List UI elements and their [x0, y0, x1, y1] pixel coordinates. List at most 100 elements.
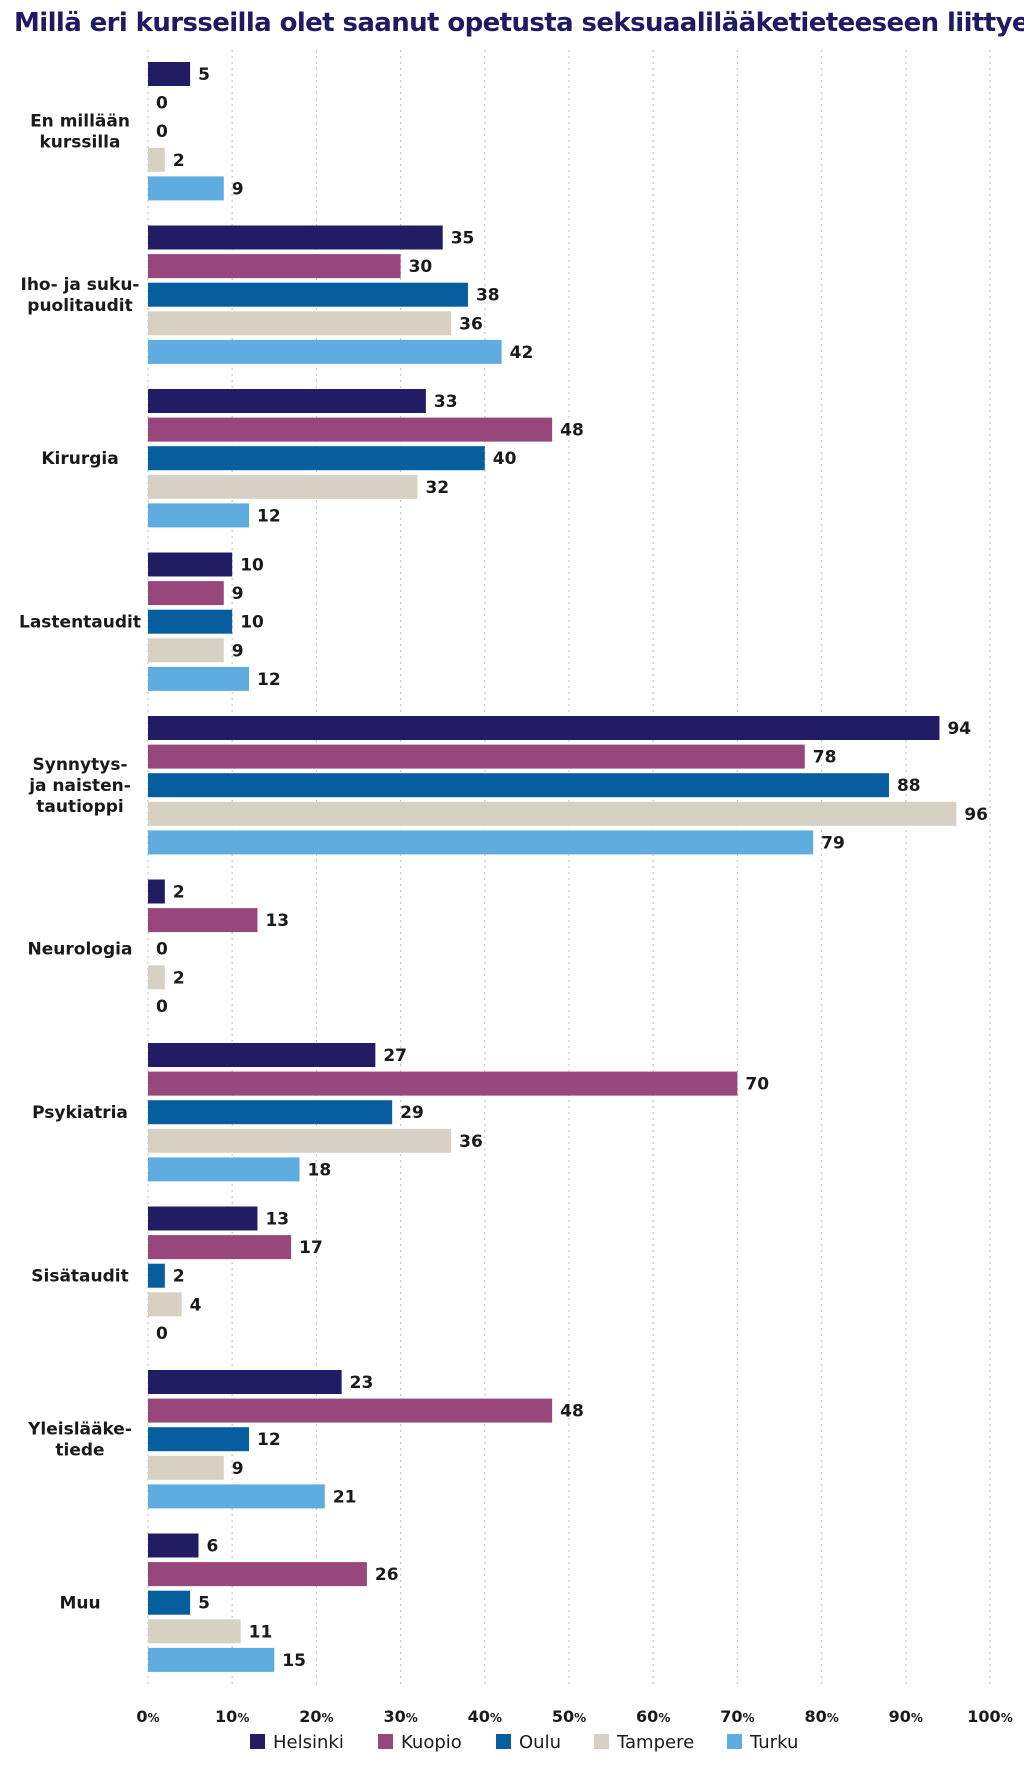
value-label: 35: [451, 229, 475, 249]
bar-turku: [148, 1647, 275, 1672]
category-label: Psykiatria: [32, 1103, 128, 1123]
x-tick-label: 20%: [299, 1707, 333, 1726]
bar-oulu: [148, 282, 468, 307]
x-tick-label: 10%: [215, 1707, 249, 1726]
value-label: 94: [947, 719, 971, 739]
value-label: 88: [897, 776, 921, 796]
value-label: 12: [257, 670, 281, 690]
bar-kuopio: [148, 1562, 367, 1587]
value-label: 32: [425, 478, 449, 498]
value-label: 9: [232, 1459, 244, 1479]
legend-label-tampere: Tampere: [616, 1732, 694, 1753]
value-label: 48: [560, 1402, 584, 1422]
value-label: 9: [232, 584, 244, 604]
value-label: 12: [257, 506, 281, 526]
bar-tampere: [148, 1292, 182, 1317]
bar-helsinki: [148, 879, 165, 904]
category-label: Muu: [59, 1594, 100, 1614]
value-label: 42: [510, 343, 534, 363]
bar-turku: [148, 1484, 325, 1509]
value-label: 2: [173, 151, 185, 171]
value-label: 0: [156, 940, 168, 960]
bar-kuopio: [148, 417, 553, 442]
value-label: 9: [232, 641, 244, 661]
x-tick-label: 30%: [383, 1707, 417, 1726]
value-label: 9: [232, 179, 244, 199]
value-label: 10: [240, 556, 264, 576]
value-label: 36: [459, 1132, 483, 1152]
x-tick-label: 90%: [889, 1707, 923, 1726]
value-label: 0: [156, 1324, 168, 1344]
value-label: 2: [173, 968, 185, 988]
category-label: Synnytys-ja naisten-tautioppi: [28, 755, 131, 817]
bar-turku: [148, 503, 250, 528]
bar-helsinki: [148, 1043, 376, 1067]
value-label: 96: [964, 805, 988, 825]
x-tick-label: 0%: [136, 1707, 159, 1726]
value-label: 36: [459, 314, 483, 334]
x-tick-label: 50%: [552, 1707, 586, 1726]
value-label: 70: [745, 1075, 769, 1095]
bar-tampere: [148, 474, 418, 499]
value-label: 38: [476, 286, 500, 306]
bar-helsinki: [148, 1370, 342, 1394]
bar-turku: [148, 830, 814, 855]
category-label: En millään kurssilla: [30, 112, 130, 153]
value-label: 12: [257, 1430, 281, 1450]
bar-helsinki: [148, 1206, 258, 1231]
value-label: 40: [493, 449, 517, 469]
bar-helsinki: [148, 62, 191, 86]
bar-turku: [148, 666, 250, 691]
value-label: 6: [207, 1537, 219, 1557]
value-label: 5: [198, 1594, 210, 1614]
value-label: 2: [173, 883, 185, 903]
bar-oulu: [148, 1590, 191, 1615]
value-label: 10: [240, 613, 264, 633]
value-label: 5: [198, 65, 210, 85]
bar-kuopio: [148, 1235, 292, 1260]
x-tick-label: 60%: [636, 1707, 670, 1726]
chart-title: Millä eri kursseilla olet saanut opetust…: [14, 8, 1024, 38]
value-label: 18: [308, 1160, 332, 1180]
category-label: Sisätaudit: [31, 1267, 128, 1287]
legend-label-turku: Turku: [749, 1732, 798, 1753]
value-label: 21: [333, 1487, 357, 1507]
value-label: 79: [821, 833, 845, 853]
bar-tampere: [148, 1455, 224, 1480]
legend-swatch-kuopio: [378, 1734, 393, 1749]
value-label: 26: [375, 1565, 399, 1585]
bar-kuopio: [148, 1398, 553, 1423]
value-label: 13: [265, 1210, 289, 1230]
bar-tampere: [148, 1619, 241, 1644]
bar-kuopio: [148, 1071, 738, 1096]
bar-turku: [148, 1157, 300, 1182]
value-label: 0: [156, 94, 168, 114]
bar-helsinki: [148, 716, 940, 740]
bar-helsinki: [148, 552, 233, 577]
legend-swatch-oulu: [496, 1734, 511, 1749]
value-label: 0: [156, 997, 168, 1017]
bar-kuopio: [148, 254, 401, 279]
legend-swatch-helsinki: [250, 1734, 265, 1749]
bar-oulu: [148, 446, 485, 471]
category-label: Yleislääke-tiede: [27, 1420, 132, 1461]
bar-turku: [148, 339, 502, 364]
x-tick-label: 80%: [804, 1707, 838, 1726]
category-label: Iho- ja suku-puolitaudit: [21, 275, 140, 316]
legend-swatch-tampere: [594, 1734, 609, 1749]
bar-oulu: [148, 1427, 250, 1452]
legend-label-helsinki: Helsinki: [273, 1732, 344, 1753]
legend-label-kuopio: Kuopio: [401, 1732, 462, 1753]
value-label: 2: [173, 1267, 185, 1287]
category-label: Neurologia: [28, 940, 133, 960]
legend-label-oulu: Oulu: [519, 1732, 561, 1753]
bar-kuopio: [148, 908, 258, 933]
category-label: Kirurgia: [41, 449, 118, 469]
value-label: 29: [400, 1103, 424, 1123]
bar-tampere: [148, 801, 957, 826]
bar-helsinki: [148, 389, 426, 413]
value-label: 78: [813, 748, 837, 768]
value-label: 27: [383, 1046, 407, 1066]
